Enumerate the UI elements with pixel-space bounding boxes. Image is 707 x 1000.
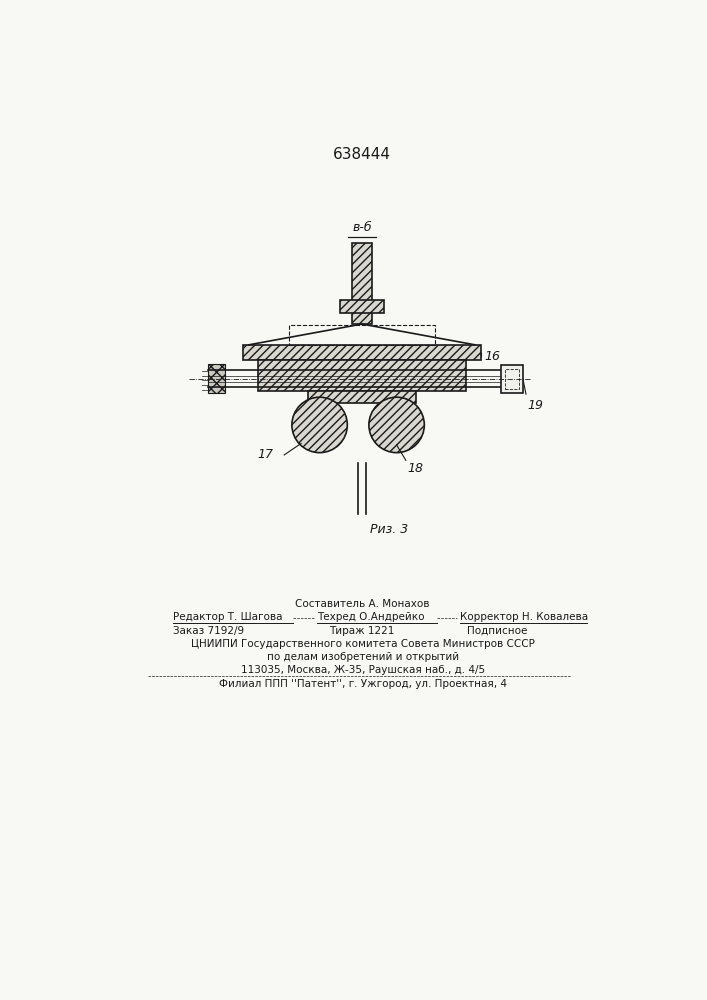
- Text: 19: 19: [527, 399, 544, 412]
- Text: Подписное: Подписное: [467, 626, 528, 636]
- Text: по делам изобретений и открытий: по делам изобретений и открытий: [267, 652, 459, 662]
- Text: ЦНИИПИ Государственного комитета Совета Министров СССР: ЦНИИПИ Государственного комитета Совета …: [191, 639, 534, 649]
- Text: Редактор Т. Шагова: Редактор Т. Шагова: [173, 612, 283, 622]
- Text: Филиал ППП ''Патент'', г. Ужгород, ул. Проектная, 4: Филиал ППП ''Патент'', г. Ужгород, ул. П…: [218, 679, 507, 689]
- Circle shape: [292, 397, 347, 453]
- Text: Риз. 3: Риз. 3: [370, 523, 408, 536]
- Bar: [208, 364, 225, 393]
- Text: 638444: 638444: [333, 147, 391, 162]
- Bar: [352, 243, 372, 324]
- Text: Заказ 7192/9: Заказ 7192/9: [173, 626, 245, 636]
- Text: 17: 17: [257, 448, 274, 461]
- Text: Тираж 1221: Тираж 1221: [329, 626, 395, 636]
- Bar: [288, 325, 435, 345]
- Text: в-б: в-б: [352, 221, 372, 234]
- Bar: [506, 369, 519, 389]
- Bar: [258, 360, 466, 391]
- Text: Составитель А. Монахов: Составитель А. Монахов: [296, 599, 430, 609]
- Bar: [308, 391, 416, 403]
- Text: 18: 18: [407, 462, 423, 475]
- Text: 16: 16: [484, 350, 501, 363]
- Text: Техред О.Андрейко: Техред О.Андрейко: [317, 612, 425, 622]
- Text: Корректор Н. Ковалева: Корректор Н. Ковалева: [460, 612, 588, 622]
- Bar: [243, 345, 481, 360]
- Circle shape: [369, 397, 424, 453]
- Bar: [339, 300, 385, 312]
- Text: 113035, Москва, Ж-35, Раушская наб., д. 4/5: 113035, Москва, Ж-35, Раушская наб., д. …: [240, 665, 485, 675]
- Bar: [501, 365, 523, 393]
